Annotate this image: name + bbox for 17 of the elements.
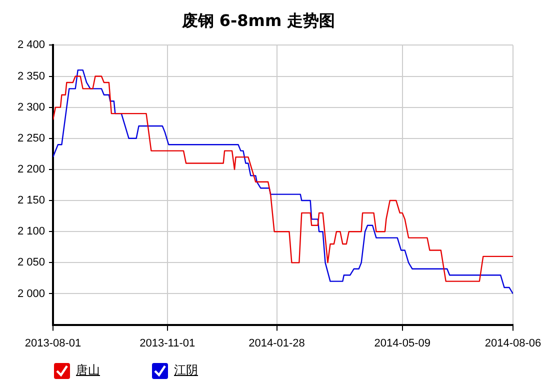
- legend-label: 唐山: [76, 362, 100, 379]
- y-tick-label: 2 150: [17, 194, 45, 207]
- y-tick-label: 2 300: [17, 101, 45, 114]
- x-tick-label: 2013-11-01: [140, 337, 196, 350]
- legend-label: 江阴: [174, 362, 198, 379]
- y-tick-label: 2 400: [17, 39, 45, 52]
- chart-title: 废钢 6-8mm 走势图: [180, 10, 336, 30]
- y-tick-label: 2 100: [17, 226, 45, 238]
- x-tick-label: 2013-08-01: [24, 337, 82, 350]
- y-tick-label: 2 000: [17, 288, 45, 300]
- x-tick-label: 2014-01-28: [248, 337, 305, 350]
- y-tick-label: 2 350: [17, 70, 45, 82]
- y-tick-label: 2 050: [17, 256, 45, 269]
- x-tick-label: 2014-08-06: [484, 337, 542, 350]
- y-tick-label: 2 250: [17, 132, 45, 144]
- y-tick-label: 2 200: [17, 164, 45, 176]
- x-tick-label: 2014-05-09: [374, 337, 430, 350]
